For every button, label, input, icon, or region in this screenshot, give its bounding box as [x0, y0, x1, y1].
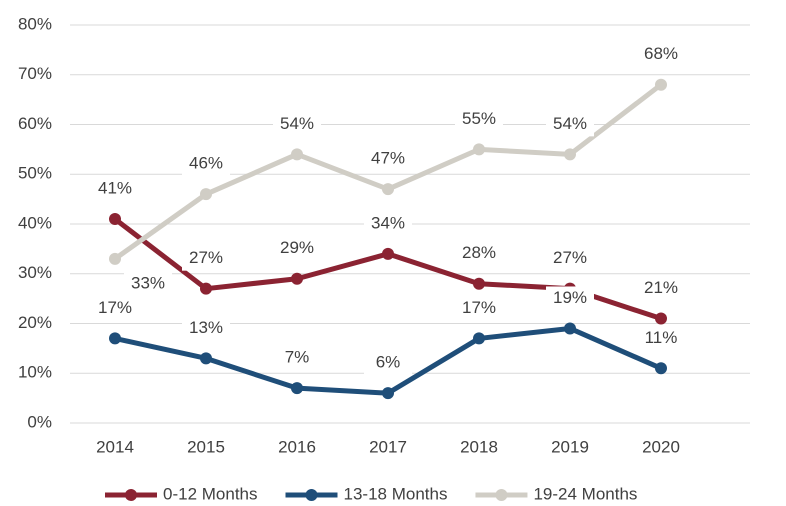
y-tick-label: 30% — [18, 263, 52, 282]
label-background — [91, 177, 139, 202]
data-point — [291, 382, 303, 395]
data-label: 54% — [280, 114, 314, 133]
data-label: 55% — [462, 109, 496, 128]
label-background — [364, 147, 412, 172]
label-background — [637, 326, 685, 351]
y-tick-label: 40% — [18, 213, 52, 232]
x-tick-label: 2017 — [369, 437, 407, 456]
legend-marker — [125, 489, 137, 501]
data-point — [109, 252, 121, 265]
data-label: 46% — [189, 154, 223, 173]
data-point — [382, 183, 394, 196]
data-point — [200, 352, 212, 365]
data-label: 27% — [189, 248, 223, 267]
data-label: 34% — [371, 213, 405, 232]
legend-label: 19-24 Months — [533, 484, 637, 503]
data-point — [655, 78, 667, 91]
data-label: 33% — [131, 273, 165, 292]
data-point — [473, 277, 485, 290]
data-point — [655, 362, 667, 375]
data-point — [200, 282, 212, 295]
label-background — [546, 246, 594, 271]
label-background — [455, 107, 503, 132]
y-tick-label: 10% — [18, 363, 52, 382]
y-tick-label: 0% — [27, 412, 52, 431]
label-background — [182, 246, 230, 271]
data-label: 29% — [280, 238, 314, 257]
label-background — [273, 346, 321, 371]
data-label: 27% — [553, 248, 587, 267]
x-tick-label: 2020 — [642, 437, 680, 456]
label-background — [273, 236, 321, 261]
data-point — [473, 332, 485, 345]
label-background — [182, 152, 230, 177]
data-point — [655, 312, 667, 325]
y-tick-label: 80% — [18, 14, 52, 33]
label-background — [546, 112, 594, 137]
x-tick-label: 2015 — [187, 437, 225, 456]
data-label: 13% — [189, 318, 223, 337]
data-label: 47% — [371, 149, 405, 168]
data-label: 28% — [462, 243, 496, 262]
data-point — [382, 387, 394, 400]
y-tick-label: 20% — [18, 313, 52, 332]
label-background — [364, 211, 412, 236]
data-point — [109, 213, 121, 226]
label-background — [455, 296, 503, 321]
legend-label: 13-18 Months — [344, 484, 448, 503]
data-label: 6% — [376, 353, 401, 372]
x-tick-label: 2019 — [551, 437, 589, 456]
label-background — [364, 351, 412, 376]
label-background — [273, 112, 321, 137]
legend-marker — [495, 489, 508, 501]
data-point — [291, 272, 303, 285]
label-background — [637, 276, 685, 301]
data-label: 19% — [553, 288, 587, 307]
data-point — [109, 332, 121, 345]
x-tick-label: 2018 — [460, 437, 498, 456]
data-point — [564, 322, 576, 335]
data-point — [564, 148, 576, 161]
y-tick-label: 60% — [18, 114, 52, 133]
label-background — [91, 296, 139, 321]
data-point — [200, 188, 212, 201]
data-label: 21% — [644, 278, 678, 297]
data-point — [291, 148, 303, 161]
label-background — [546, 286, 594, 311]
data-label: 54% — [553, 114, 587, 133]
data-label: 41% — [98, 179, 132, 198]
data-label: 17% — [98, 298, 132, 317]
y-tick-label: 50% — [18, 164, 52, 183]
label-background — [124, 271, 172, 296]
y-tick-label: 70% — [18, 64, 52, 83]
data-label: 17% — [462, 298, 496, 317]
data-label: 7% — [285, 348, 310, 367]
data-label: 68% — [644, 44, 678, 63]
data-point — [473, 143, 485, 156]
legend-label: 0-12 Months — [163, 484, 258, 503]
data-point — [382, 247, 394, 260]
x-tick-label: 2014 — [96, 437, 134, 456]
label-background — [182, 316, 230, 341]
label-background — [637, 42, 685, 67]
data-label: 11% — [645, 328, 678, 347]
label-background — [455, 241, 503, 266]
x-tick-label: 2016 — [278, 437, 316, 456]
legend-marker — [305, 489, 318, 501]
